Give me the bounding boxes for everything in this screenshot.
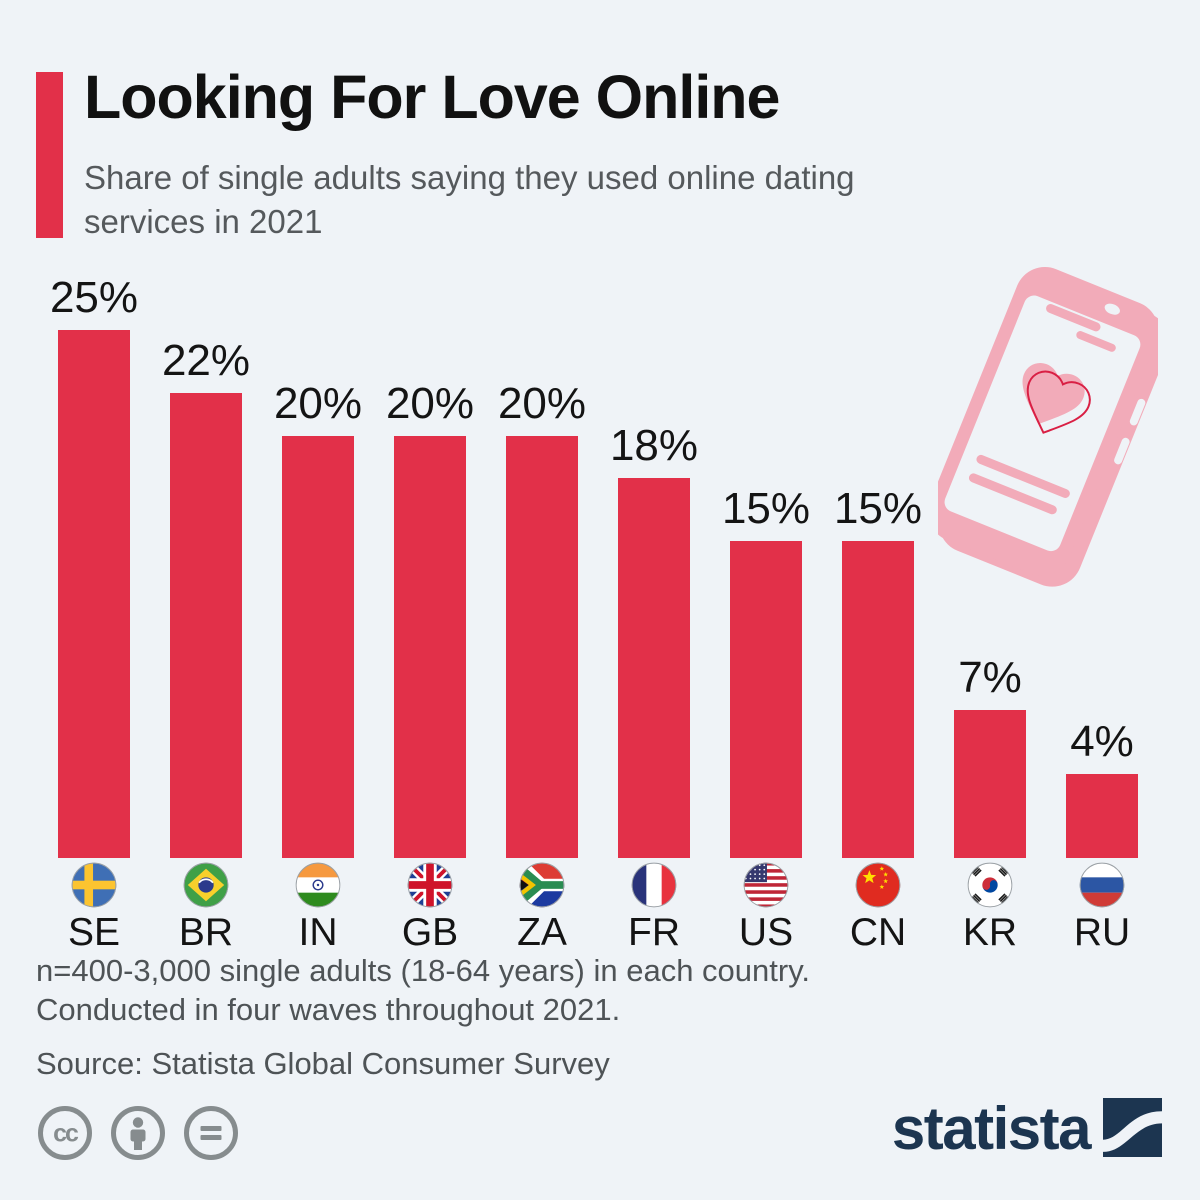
bar <box>394 436 466 858</box>
bar-column: 4% <box>1046 717 1158 858</box>
bar <box>282 436 354 858</box>
bar-column: 18% <box>598 421 710 858</box>
flag-column: US <box>710 862 822 955</box>
bar-value-label: 20% <box>385 379 475 428</box>
bar-column: 20% <box>374 379 486 858</box>
bar-column: 15% <box>710 484 822 858</box>
country-code-label: BR <box>178 911 234 954</box>
flag-cn-icon <box>855 862 901 908</box>
flag-column: RU <box>1046 862 1158 955</box>
bar <box>1066 774 1138 858</box>
bar-value-label: 7% <box>958 653 1022 702</box>
title-accent-bar <box>36 72 63 238</box>
bar-value-label: 25% <box>49 273 139 322</box>
footnote-line-1: n=400-3,000 single adults (18-64 years) … <box>36 953 811 988</box>
bar-value-label: 20% <box>497 379 587 428</box>
flag-gb-icon <box>407 862 453 908</box>
country-code-label: SE <box>67 911 121 954</box>
country-code-label: GB <box>401 911 459 954</box>
bar-column: 15% <box>822 484 934 858</box>
flag-se-icon <box>71 862 117 908</box>
country-code-label: KR <box>962 911 1018 954</box>
flag-us-icon <box>743 862 789 908</box>
flag-column: ZA <box>486 862 598 955</box>
cc-icon: cc <box>38 1106 92 1160</box>
chart-subtitle: Share of single adults saying they used … <box>84 156 855 244</box>
svg-text:cc: cc <box>53 1120 79 1148</box>
flag-in-icon <box>295 862 341 908</box>
source-line: Source: Statista Global Consumer Survey <box>36 1045 610 1081</box>
bar-column: 20% <box>486 379 598 858</box>
bar-chart: 25% 22% 20% 20% 20% 18% 15% 15% 7% 4% <box>38 270 1158 858</box>
bar-column: 25% <box>38 273 150 858</box>
flag-fr-icon <box>631 862 677 908</box>
license-icons: cc <box>36 1104 240 1162</box>
page-title: Looking For Love Online <box>84 63 780 131</box>
flag-column: KR <box>934 862 1046 955</box>
bar-value-label: 4% <box>1070 717 1134 766</box>
country-code-label: IN <box>298 911 338 954</box>
bar-value-label: 22% <box>161 336 251 385</box>
subtitle-line-2: services in 2021 <box>84 202 323 240</box>
bar-column: 22% <box>150 336 262 858</box>
bar <box>58 330 130 858</box>
subtitle-line-1: Share of single adults saying they used … <box>84 159 855 196</box>
bar-value-label: 15% <box>833 484 923 533</box>
bar <box>618 478 690 858</box>
flags-row: SE BR IN GB ZA FR US CN KR RU <box>38 862 1158 955</box>
flag-br-icon <box>183 862 229 908</box>
flag-column: BR <box>150 862 262 955</box>
equals-icon <box>184 1106 238 1160</box>
flag-column: FR <box>598 862 710 955</box>
bar <box>954 710 1026 858</box>
bar-column: 20% <box>262 379 374 858</box>
flag-za-icon <box>519 862 565 908</box>
flag-column: GB <box>374 862 486 955</box>
bar <box>730 541 802 858</box>
heart-outline-icon <box>1026 370 1091 434</box>
bar <box>842 541 914 858</box>
country-code-label: RU <box>1073 911 1131 954</box>
bar-value-label: 18% <box>609 421 699 470</box>
flag-ru-icon <box>1079 862 1125 908</box>
bar-value-label: 20% <box>273 379 363 428</box>
flag-column: CN <box>822 862 934 955</box>
bar-value-label: 15% <box>721 484 811 533</box>
country-code-label: CN <box>849 911 907 954</box>
country-code-label: ZA <box>517 911 567 954</box>
attribution-person-icon <box>111 1106 165 1160</box>
flag-kr-icon <box>967 862 1013 908</box>
country-code-label: US <box>738 911 794 954</box>
flag-column: IN <box>262 862 374 955</box>
bar <box>506 436 578 858</box>
phone-heart-illustration <box>938 267 1158 587</box>
heart-icon <box>1022 362 1085 425</box>
statista-wordmark: statista <box>891 1095 1092 1163</box>
footnote: n=400-3,000 single adults (18-64 years) … <box>36 951 810 1083</box>
country-code-label: FR <box>628 911 680 954</box>
statista-logo-icon <box>1103 1098 1162 1157</box>
flag-column: SE <box>38 862 150 955</box>
bar <box>170 393 242 858</box>
statista-branding: statista <box>891 1095 1162 1163</box>
footnote-line-2: Conducted in four waves throughout 2021. <box>36 992 621 1028</box>
bar-column: 7% <box>934 653 1046 858</box>
